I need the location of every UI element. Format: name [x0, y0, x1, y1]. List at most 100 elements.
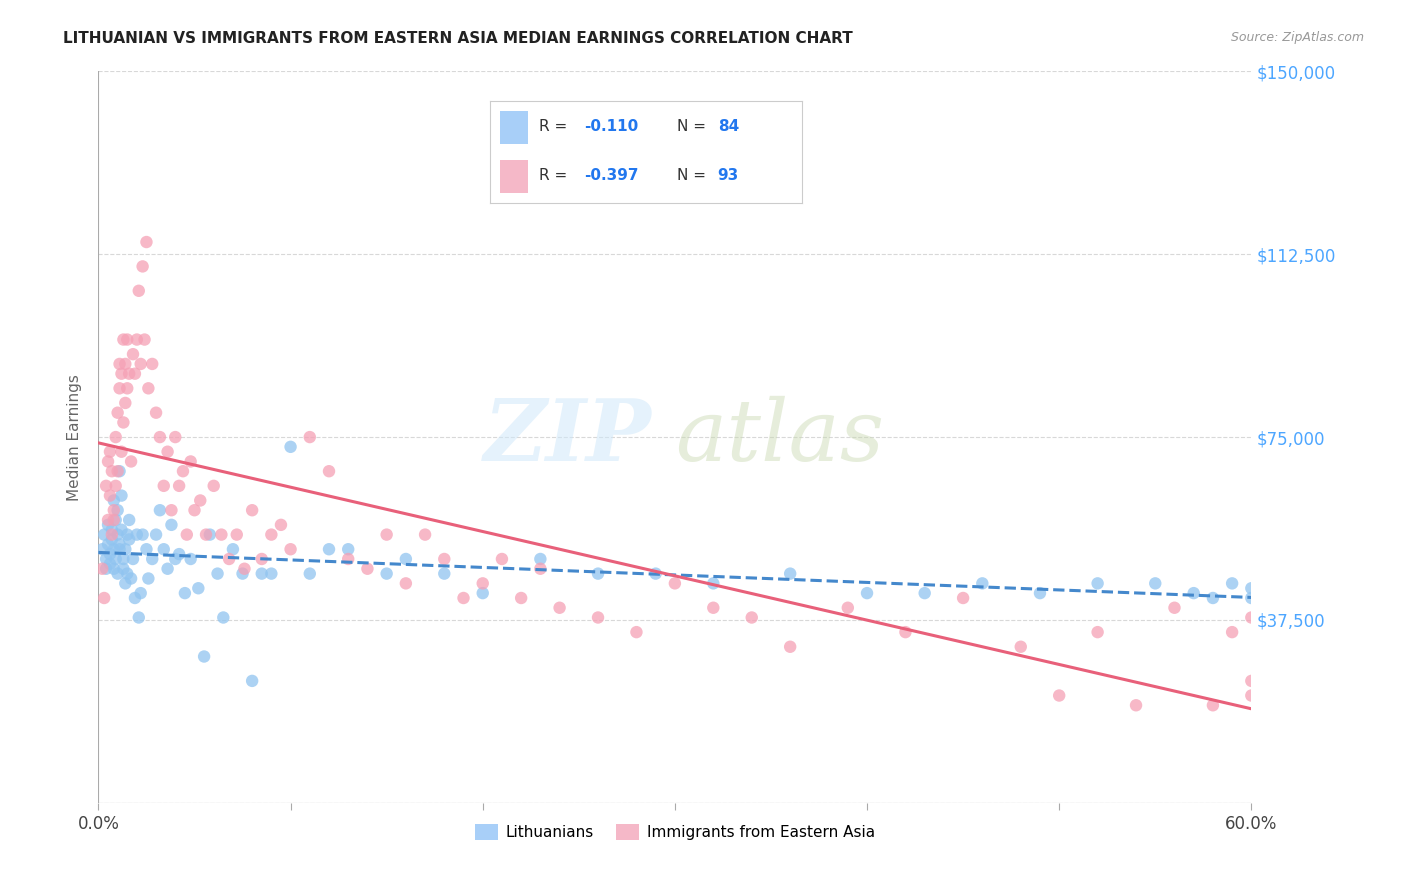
Point — [225, 527, 247, 541]
Point — [125, 333, 148, 347]
Point — [135, 542, 157, 557]
Point — [122, 347, 145, 361]
Point — [112, 333, 135, 347]
Point — [156, 562, 179, 576]
Point — [1202, 698, 1225, 713]
Point — [131, 260, 153, 274]
Point — [1087, 625, 1109, 640]
Point — [1240, 581, 1263, 595]
Point — [375, 566, 398, 581]
Point — [120, 454, 142, 468]
Point — [145, 406, 167, 420]
Point — [195, 527, 218, 541]
Point — [395, 576, 418, 591]
Point — [167, 547, 190, 561]
Point — [165, 430, 187, 444]
Point — [110, 489, 132, 503]
Point — [1029, 586, 1052, 600]
Point — [97, 454, 120, 468]
Point — [280, 542, 302, 557]
Point — [395, 552, 418, 566]
Point — [93, 527, 115, 541]
Point — [952, 591, 974, 605]
Point — [94, 552, 117, 566]
Point — [510, 591, 533, 605]
Point — [122, 552, 145, 566]
Point — [145, 527, 167, 541]
Point — [138, 381, 160, 395]
Point — [702, 576, 724, 591]
Point — [112, 416, 135, 430]
Point — [114, 396, 136, 410]
Point — [1240, 673, 1263, 688]
Point — [104, 479, 127, 493]
Point — [529, 562, 551, 576]
Point — [117, 333, 139, 347]
Point — [779, 566, 801, 581]
Point — [94, 479, 117, 493]
Point — [222, 542, 245, 557]
Point — [172, 464, 194, 478]
Point — [110, 523, 132, 537]
Point — [134, 333, 156, 347]
Point — [124, 367, 146, 381]
Point — [114, 542, 136, 557]
Point — [1220, 576, 1243, 591]
Point — [375, 527, 398, 541]
Point — [117, 527, 139, 541]
Point — [104, 430, 127, 444]
Point — [97, 513, 120, 527]
Point — [198, 527, 221, 541]
Point — [103, 513, 125, 527]
Point — [1163, 600, 1185, 615]
Point — [160, 517, 183, 532]
Point — [233, 562, 256, 576]
Point — [741, 610, 763, 624]
Point — [1010, 640, 1032, 654]
Point — [152, 542, 174, 557]
Point — [586, 610, 609, 624]
Text: Source: ZipAtlas.com: Source: ZipAtlas.com — [1230, 31, 1364, 45]
Point — [337, 542, 360, 557]
Point — [103, 493, 125, 508]
Point — [101, 533, 124, 547]
Point — [107, 503, 129, 517]
Point — [837, 600, 859, 615]
Point — [218, 552, 240, 566]
Point — [98, 557, 121, 571]
Point — [114, 576, 136, 591]
Point — [1087, 576, 1109, 591]
Point — [174, 586, 197, 600]
Point — [187, 581, 209, 595]
Point — [202, 479, 225, 493]
Point — [110, 444, 132, 458]
Point — [101, 527, 124, 541]
Point — [120, 572, 142, 586]
Point — [1240, 610, 1263, 624]
Point — [453, 591, 475, 605]
Point — [141, 552, 163, 566]
Point — [152, 479, 174, 493]
Point — [548, 600, 571, 615]
Point — [125, 527, 148, 541]
Point — [471, 586, 494, 600]
Point — [129, 357, 152, 371]
Point — [471, 576, 494, 591]
Point — [98, 489, 121, 503]
Point — [207, 566, 229, 581]
Point — [118, 533, 141, 547]
Point — [135, 235, 157, 249]
Point — [103, 503, 125, 517]
Point — [356, 562, 378, 576]
Text: atlas: atlas — [675, 396, 884, 478]
Point — [107, 464, 129, 478]
Point — [104, 552, 127, 566]
Point — [188, 493, 211, 508]
Point — [1182, 586, 1205, 600]
Point — [138, 572, 160, 586]
Point — [107, 406, 129, 420]
Point — [180, 552, 202, 566]
Point — [1202, 591, 1225, 605]
Point — [124, 591, 146, 605]
Point — [108, 464, 131, 478]
